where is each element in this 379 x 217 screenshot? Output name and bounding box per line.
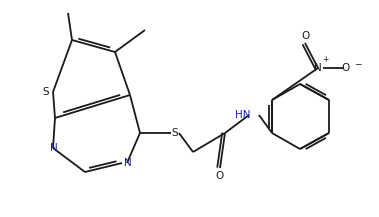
Text: +: + — [322, 55, 328, 64]
Text: O: O — [301, 31, 309, 41]
Text: N: N — [50, 143, 58, 153]
Text: N: N — [124, 158, 132, 168]
Text: S: S — [43, 87, 49, 97]
Text: S: S — [172, 128, 178, 138]
Text: −: − — [354, 59, 362, 69]
Text: HN: HN — [235, 110, 251, 120]
Text: O: O — [342, 63, 350, 73]
Text: O: O — [216, 171, 224, 181]
Text: N: N — [314, 63, 322, 73]
